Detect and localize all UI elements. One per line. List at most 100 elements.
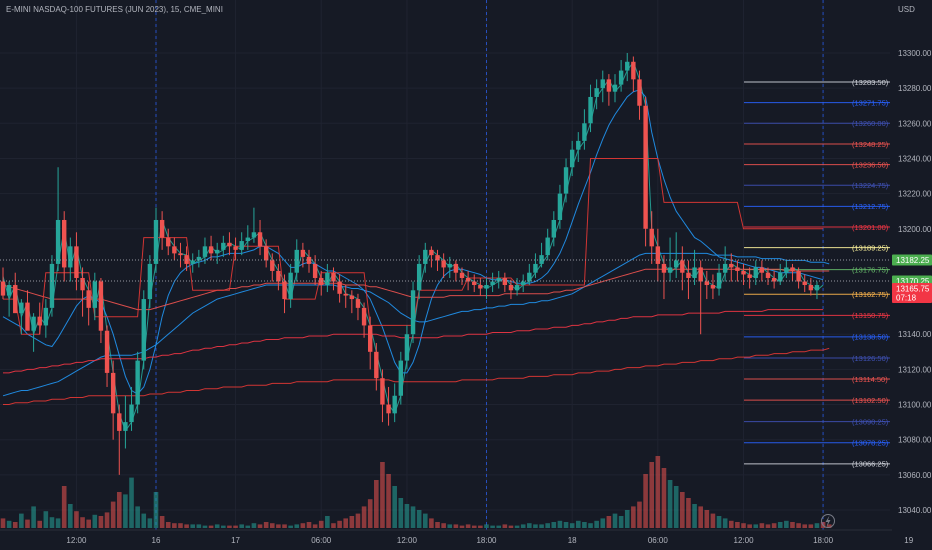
price-tick-label: 13100.00 — [898, 401, 932, 410]
candle-body — [674, 260, 679, 268]
volume-bar — [765, 524, 771, 528]
volume-bar — [471, 525, 477, 528]
volume-bar — [49, 517, 55, 528]
volume-bar — [312, 524, 318, 528]
level-label: (13260.00) — [852, 119, 889, 128]
price-badge-label: 13170.25 — [896, 277, 930, 286]
volume-bar — [37, 520, 43, 528]
volume-bar — [318, 520, 324, 528]
candle-body — [459, 272, 465, 278]
time-tick-label: 12:00 — [734, 536, 755, 545]
candle-body — [508, 285, 514, 291]
candle-body — [722, 263, 728, 273]
volume-bar — [771, 523, 777, 528]
candle-body — [62, 219, 67, 268]
price-badge-countdown: 07:18 — [896, 293, 917, 302]
volume-bar — [539, 524, 544, 528]
price-badge-label: 13165.75 — [896, 284, 930, 293]
price-tick-label: 13040.00 — [898, 506, 932, 515]
candle-body — [25, 302, 30, 331]
price-badge-label: 13182.25 — [896, 256, 930, 265]
volume-bar — [747, 524, 752, 528]
volume-bar — [190, 524, 196, 528]
level-label: (13283.50) — [852, 78, 889, 87]
ma-line — [2, 252, 830, 397]
candle-body — [233, 246, 238, 250]
candle-body — [92, 281, 97, 308]
candle-body — [790, 267, 795, 271]
price-tick-label: 13060.00 — [898, 471, 932, 480]
volume-bar — [514, 525, 520, 528]
volume-bar — [196, 524, 202, 528]
candle-body — [521, 281, 526, 286]
candle-body — [147, 263, 153, 300]
volume-bar — [582, 522, 587, 528]
volume-bar — [441, 523, 446, 528]
volume-bar — [116, 492, 122, 528]
ma-line — [2, 268, 830, 311]
volume-bar — [527, 523, 532, 528]
volume-bar — [741, 523, 746, 528]
volume-bar — [239, 524, 244, 528]
volume-bar — [404, 504, 410, 528]
volume-bar — [551, 522, 557, 528]
volume-bar — [178, 523, 183, 528]
candle-body — [527, 272, 532, 282]
level-lines: (13283.50) (13271.75) (13260.00) (13248.25)… — [744, 78, 890, 469]
candle-body — [276, 270, 281, 282]
candle-body — [31, 316, 36, 331]
candle-body — [153, 219, 159, 264]
time-tick-label: 18:00 — [813, 536, 834, 545]
volume-bar — [331, 523, 336, 528]
volume-bar — [502, 524, 508, 528]
volume-bar — [612, 513, 618, 528]
lightning-icon[interactable] — [821, 514, 835, 528]
volume-bar — [202, 525, 208, 528]
volume-bar — [282, 524, 287, 528]
volume-bar — [86, 519, 91, 528]
candle-body — [294, 249, 299, 273]
candle-body — [270, 260, 275, 271]
volume-bar — [0, 518, 6, 528]
volume-bar — [153, 492, 159, 528]
candle-body — [692, 267, 697, 278]
candle-body — [735, 267, 740, 271]
candle-body — [202, 246, 208, 257]
candle-body — [429, 249, 434, 256]
candle-body — [196, 256, 202, 261]
candle-body — [227, 242, 232, 247]
volume-bar — [12, 522, 18, 528]
candle-body — [368, 325, 373, 352]
level-label: (13236.50) — [852, 160, 889, 169]
candle-body — [6, 285, 12, 296]
candle-body — [98, 281, 104, 331]
candle-body — [355, 299, 361, 308]
volume-bar — [588, 523, 593, 528]
ma-line — [3, 347, 830, 405]
candle-body — [331, 272, 336, 282]
candle-body — [465, 277, 471, 282]
time-tick-label: 16 — [152, 536, 161, 545]
volume-bar — [777, 522, 783, 528]
candle-body — [312, 263, 318, 278]
volume-bar — [343, 518, 349, 528]
candle-body — [814, 285, 820, 291]
time-tick-label: 19 — [904, 536, 913, 545]
candle-body — [582, 123, 587, 141]
candle-body — [563, 167, 569, 194]
volume-bar — [392, 486, 397, 528]
volume-bar — [337, 520, 342, 528]
volume-bar — [245, 525, 251, 528]
candle-body — [551, 219, 556, 238]
volume-bar — [735, 522, 740, 528]
candle-body — [141, 299, 146, 361]
price-axis-ticks: 13300.00 13280.00 13260.00 13240.00 13220.00… — [898, 49, 932, 515]
time-axis[interactable] — [0, 530, 892, 550]
price-tick-label: 13200.00 — [898, 225, 932, 234]
price-tick-label: 13280.00 — [898, 84, 932, 93]
volume-bar — [92, 514, 98, 528]
candle-body — [441, 260, 446, 268]
chart-title: E-MINI NASDAQ-100 FUTURES (JUN 2023), 15… — [6, 5, 223, 14]
candlesticks — [0, 53, 820, 475]
